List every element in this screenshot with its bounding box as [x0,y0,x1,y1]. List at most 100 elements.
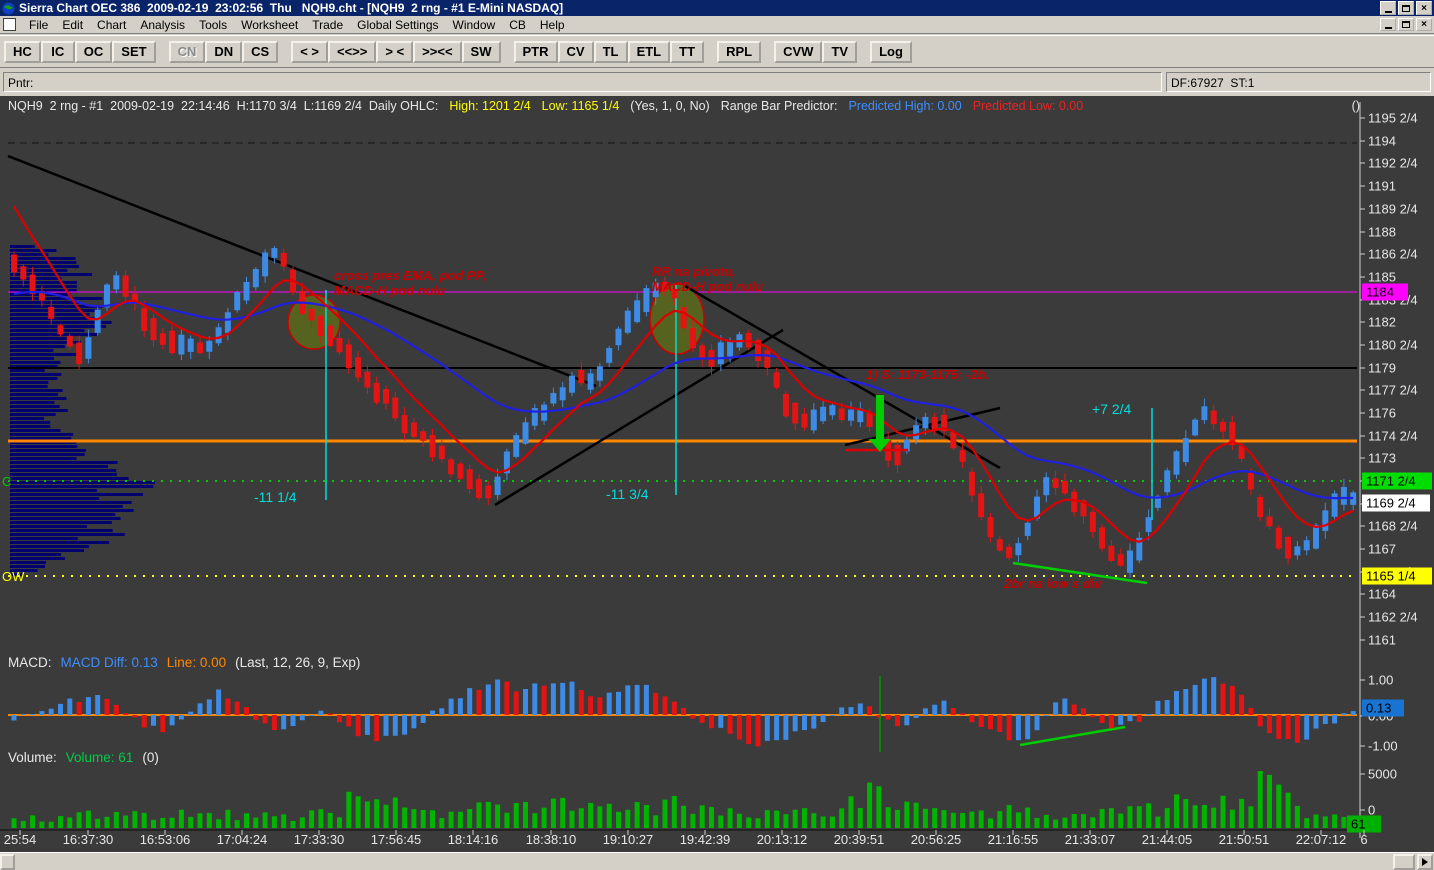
svg-text:20:13:12: 20:13:12 [757,832,808,847]
trade-markers [845,395,1148,747]
svg-text:-1.00: -1.00 [1368,739,1398,754]
restore-button[interactable] [1398,1,1414,15]
time-axis: 25:54 16:37:30 16:53:06 17:04:24 17:33:30 17:… [4,830,1368,847]
menu-analysis[interactable]: Analysis [140,17,186,32]
toolbar-button-set[interactable]: SET [112,40,156,63]
svg-text:16:37:30: 16:37:30 [63,832,114,847]
moving-average-lines [13,205,1354,543]
datafeed-status-field: DF:67927 ST:1 [1166,72,1431,92]
svg-text:20:56:25: 20:56:25 [911,832,962,847]
svg-text:20:39:51: 20:39:51 [834,832,885,847]
svg-text:17:56:45: 17:56:45 [371,832,422,847]
close-button[interactable]: × [1416,1,1432,15]
toolbar-button-cv[interactable]: CV [557,40,594,63]
toolbar-button-hc[interactable]: HC [4,40,41,63]
svg-text:0: 0 [1368,803,1375,818]
svg-text:17:04:24: 17:04:24 [217,832,268,847]
toolbar-button-tl[interactable]: TL [593,40,628,63]
toolbar-button-ic[interactable]: IC [40,40,75,63]
svg-text:1189 2/4: 1189 2/4 [1368,202,1418,217]
scrollbar-thumb[interactable] [1393,854,1415,870]
svg-text:0.13: 0.13 [1366,701,1391,716]
svg-text:OW: OW [2,569,25,584]
menu-worksheet[interactable]: Worksheet [241,17,299,32]
mdi-restore-button[interactable] [1398,18,1414,31]
window-title: Sierra Chart OEC 386 2009-02-19 23:02:56… [19,1,564,15]
chart-region[interactable]: 1195 2/4 1194 1192 2/4 1191 1189 2/4 1188 1186… [0,96,1434,852]
menu-window[interactable]: Window [452,17,496,32]
svg-text:C: C [2,474,11,489]
svg-text:1177 2/4: 1177 2/4 [1368,383,1418,398]
svg-text:16:53:06: 16:53:06 [140,832,191,847]
toolbar-button-sw[interactable]: SW [461,40,501,63]
svg-text:19:10:27: 19:10:27 [603,832,654,847]
menu-bar: File Edit Chart Analysis Tools Worksheet Trade… [0,16,1434,34]
svg-text:25:54: 25:54 [4,832,37,847]
pointer-value-field[interactable]: Pntr: [3,72,1162,92]
toolbar-button-dn[interactable]: DN [205,40,243,63]
toolbar-button-tt[interactable]: TT [670,40,705,63]
candlesticks [11,245,1357,578]
toolbar-button-rpl[interactable]: RPL [717,40,762,63]
svg-text:6: 6 [1360,832,1367,847]
horizontal-scrollbar[interactable] [0,852,1434,870]
scrollbar-corner-box[interactable] [0,854,15,870]
svg-text:1.00: 1.00 [1368,673,1393,688]
toolbar-button-oc[interactable]: OC [74,40,113,63]
svg-text:18:14:16: 18:14:16 [448,832,499,847]
toolbar-button-[interactable]: <<>> [328,40,377,63]
minimize-button[interactable] [1380,1,1396,15]
svg-text:1167: 1167 [1368,542,1396,557]
svg-text:1192 2/4: 1192 2/4 [1368,156,1418,171]
svg-text:1179: 1179 [1368,361,1396,376]
left-edge-labels: C OW [2,474,25,584]
svg-text:21:44:05: 21:44:05 [1142,832,1193,847]
mdi-close-button[interactable]: × [1416,18,1432,31]
menu-trade[interactable]: Trade [312,17,344,32]
svg-text:1188: 1188 [1368,225,1396,240]
title-bar[interactable]: Sierra Chart OEC 386 2009-02-19 23:02:56… [0,0,1434,16]
volume-bars [0,771,1360,831]
document-icon [3,18,16,31]
menu-chart[interactable]: Chart [97,17,127,32]
svg-text:1173: 1173 [1368,451,1396,466]
mdi-minimize-button[interactable] [1380,18,1396,31]
price-level-lines [8,142,1357,577]
menu-file[interactable]: File [29,17,49,32]
svg-text:21:33:07: 21:33:07 [1065,832,1116,847]
svg-text:17:33:30: 17:33:30 [294,832,345,847]
toolbar-button-etl[interactable]: ETL [627,40,671,63]
svg-text:1194: 1194 [1368,134,1396,149]
svg-text:1195 2/4: 1195 2/4 [1368,111,1418,126]
toolbar-button-[interactable]: < > [291,40,328,63]
menu-edit[interactable]: Edit [62,17,84,32]
svg-text:1180 2/4: 1180 2/4 [1368,338,1418,353]
svg-text:1176: 1176 [1368,406,1396,421]
toolbar-button-tv[interactable]: TV [822,40,858,63]
chart-canvas[interactable]: 1195 2/4 1194 1192 2/4 1191 1189 2/4 1188 1186… [0,96,1434,852]
toolbar-button-[interactable]: > < [376,40,414,63]
toolbar-button-cs[interactable]: CS [242,40,279,63]
toolbar-button-log[interactable]: Log [870,40,912,63]
app-icon [2,2,15,15]
svg-text:1161: 1161 [1368,633,1396,648]
svg-text:1169 2/4: 1169 2/4 [1366,496,1416,511]
svg-text:1186 2/4: 1186 2/4 [1368,247,1418,262]
svg-text:21:50:51: 21:50:51 [1219,832,1270,847]
svg-text:61: 61 [1351,817,1365,832]
scrollbar-right-arrow[interactable] [1417,854,1433,870]
svg-text:5000: 5000 [1368,767,1397,782]
toolbar-button-ptr[interactable]: PTR [513,40,558,63]
menu-tools[interactable]: Tools [199,17,228,32]
svg-text:1191: 1191 [1368,179,1396,194]
toolbar-button-cn: CN [168,40,206,63]
menu-cb[interactable]: CB [509,17,526,32]
svg-text:19:42:39: 19:42:39 [680,832,731,847]
svg-text:1171 2/4: 1171 2/4 [1366,474,1416,489]
toolbar-button-[interactable]: >><< [413,40,462,63]
toolbar-button-cvw[interactable]: CVW [774,40,823,63]
menu-help[interactable]: Help [539,17,565,32]
svg-text:21:16:55: 21:16:55 [988,832,1039,847]
menu-global-settings[interactable]: Global Settings [357,17,439,32]
